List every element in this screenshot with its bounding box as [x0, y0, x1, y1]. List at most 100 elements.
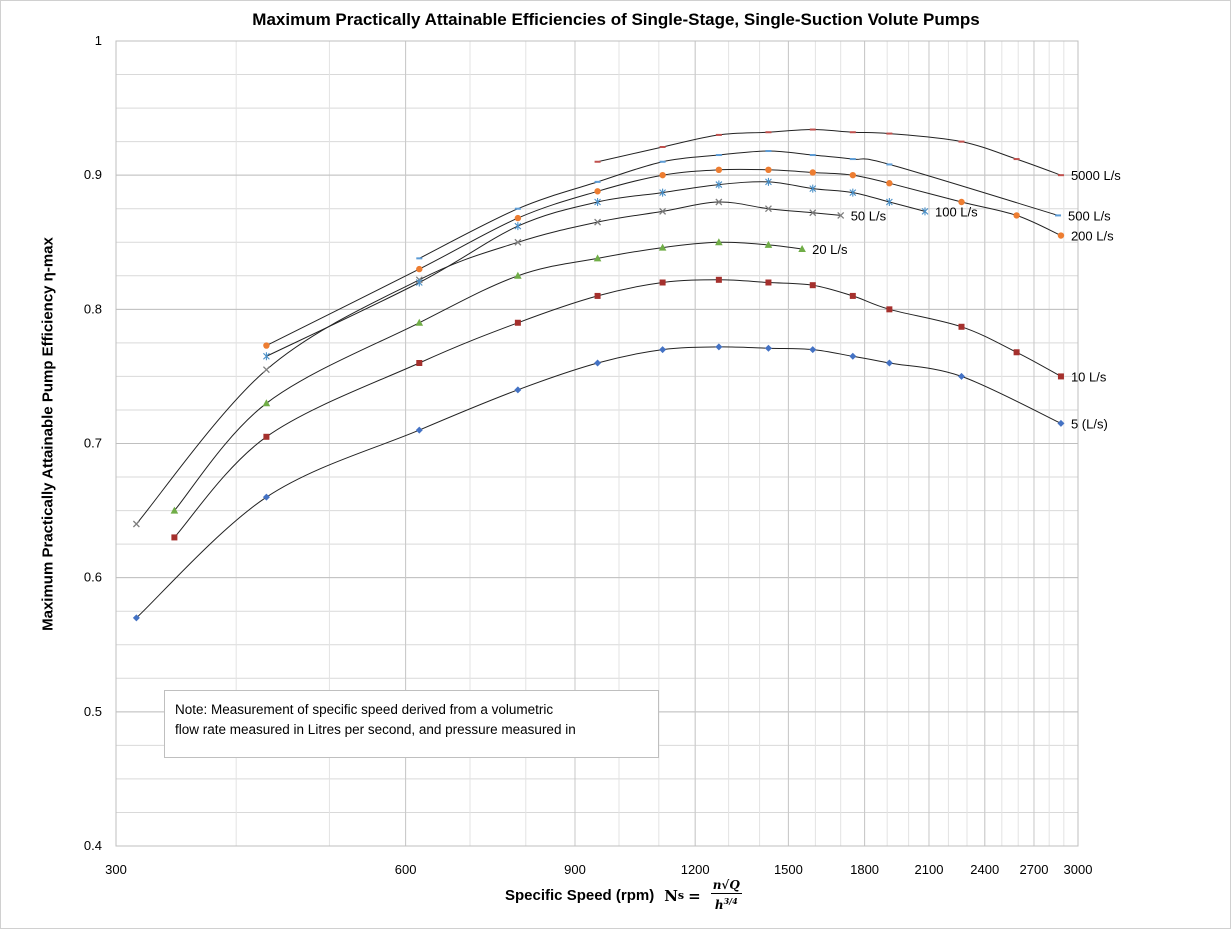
50-l-s-data-point: [262, 366, 270, 374]
series-line-50-l-s: [136, 201, 841, 525]
20-l-s-data-point: [798, 244, 806, 252]
100-l-s-data-point: [594, 198, 601, 206]
5-l-s-data-point: [849, 352, 857, 360]
5000-l-s-data-point: [958, 140, 965, 143]
10-l-s-data-point: [514, 319, 521, 326]
y-tick-labels: 0.4 0.5 0.6 0.7 0.8 0.9 1: [84, 33, 102, 853]
5-l-s-data-point: [764, 344, 772, 352]
x-tick-label: 900: [564, 862, 586, 877]
100-l-s-data-point: [809, 184, 817, 193]
formula-exponent: 3/4: [723, 896, 738, 906]
series-label-100-l-s: 100 L/s: [935, 204, 978, 219]
y-tick-label: 0.9: [84, 167, 102, 182]
note-line-2: flow rate measured in Litres per second,…: [175, 722, 576, 737]
y-tick-label: 0.4: [84, 838, 102, 853]
series-line-100-l-s: [266, 181, 926, 357]
100-l-s-data-point: [765, 177, 772, 186]
x-tick-label: 2700: [1020, 862, 1049, 877]
10-l-s-data-point: [765, 279, 772, 286]
20-l-s-data-point: [170, 506, 179, 514]
200-l-s-data-point: [849, 171, 857, 179]
5-l-s-data-point: [594, 359, 602, 367]
50-l-s-data-point: [514, 238, 522, 246]
500-l-s-data-point: [416, 257, 423, 260]
5-l-s-data-point: [262, 493, 270, 501]
5-l-s-data-point: [514, 386, 522, 394]
5000-l-s-data-point: [849, 131, 856, 134]
series-label-5-l-s: 5 (L/s): [1071, 416, 1108, 431]
formula-sub: s: [677, 889, 685, 902]
series-label-5000-l-s: 5000 L/s: [1071, 168, 1121, 183]
200-l-s-data-point: [765, 166, 772, 173]
x-tick-labels: 300 600 900 1200 1500 1800 2100 2400 2700 3000: [105, 862, 1092, 877]
50-l-s-data-point: [659, 207, 667, 215]
x-tick-label: 600: [395, 862, 417, 877]
5-l-s-data-point: [415, 426, 423, 434]
100-l-s-data-point: [263, 352, 270, 361]
5000-l-s-data-point: [1057, 174, 1064, 177]
10-l-s-data-point: [594, 292, 601, 299]
series-line-200-l-s: [266, 168, 1062, 347]
500-l-s-data-point: [849, 158, 856, 161]
5000-l-s-data-point: [715, 133, 722, 136]
10-l-s-data-point: [715, 276, 722, 283]
200-l-s-data-point: [886, 180, 893, 187]
20-l-s-data-point: [764, 240, 773, 248]
500-l-s-data-point: [886, 163, 893, 166]
x-tick-label: 2400: [970, 862, 999, 877]
chart-title: Maximum Practically Attainable Efficienc…: [252, 10, 980, 29]
100-l-s-data-point: [885, 198, 893, 206]
200-l-s-data-point: [715, 166, 723, 173]
series-label-50-l-s: 50 L/s: [851, 208, 887, 223]
200-l-s-data-point: [416, 265, 423, 273]
series-line-10-l-s: [174, 279, 1062, 538]
100-l-s-data-point: [659, 188, 666, 197]
series-line-20-l-s: [174, 241, 803, 511]
500-l-s-data-point: [594, 180, 601, 183]
formula-denominator: h3/4: [715, 894, 738, 913]
100-l-s-data-point: [514, 222, 522, 231]
5-l-s-data-point: [958, 372, 966, 380]
5000-l-s-data-point: [886, 132, 893, 135]
10-l-s-data-point: [809, 282, 816, 289]
note-box: Note: Measurement of specific speed deri…: [164, 690, 659, 758]
formula-lhs: N: [664, 886, 678, 905]
5-l-s-data-point: [132, 614, 140, 622]
200-l-s-data-point: [958, 198, 965, 206]
100-l-s-data-point: [715, 180, 723, 189]
series-line-5000-l-s: [597, 128, 1062, 176]
50-l-s-data-point: [764, 205, 772, 213]
y-tick-label: 0.8: [84, 301, 102, 316]
500-l-s-data-point: [715, 154, 722, 157]
series-labels: 5 (L/s) 10 L/s 20 L/s 50 L/s 100 L/s 200 L/s 5…: [812, 168, 1121, 431]
10-l-s-data-point: [171, 534, 178, 541]
5-l-s-data-point: [809, 346, 817, 354]
50-l-s-data-point: [594, 218, 602, 226]
major-gridlines: [115, 40, 1079, 847]
y-tick-label: 1: [95, 33, 102, 48]
10-l-s-data-point: [958, 323, 965, 330]
formula-equals: =: [688, 886, 701, 905]
y-tick-label: 0.6: [84, 570, 102, 585]
x-tick-label: 2100: [915, 862, 944, 877]
10-l-s-data-point: [849, 292, 856, 299]
y-axis-label: Maximum Practically Attainable Pump Effi…: [39, 237, 57, 631]
20-l-s-data-point: [715, 238, 723, 246]
5-l-s-data-point: [715, 343, 723, 351]
500-l-s-data-point: [765, 150, 772, 153]
10-l-s-data-point: [886, 306, 893, 313]
100-l-s-data-point: [415, 278, 423, 287]
100-l-s-data-point: [849, 188, 857, 197]
100-l-s-data-point: [921, 207, 929, 216]
20-l-s-data-point: [514, 271, 522, 279]
20-l-s-data-point: [593, 254, 602, 262]
series-markers: [132, 128, 1065, 622]
note-line-1: Note: Measurement of specific speed deri…: [175, 702, 554, 717]
5000-l-s-data-point: [594, 160, 601, 163]
500-l-s-data-point: [1055, 214, 1062, 217]
formula-numerator: n√Q: [710, 878, 742, 894]
10-l-s-data-point: [263, 433, 270, 440]
y-tick-label: 0.5: [84, 704, 102, 719]
